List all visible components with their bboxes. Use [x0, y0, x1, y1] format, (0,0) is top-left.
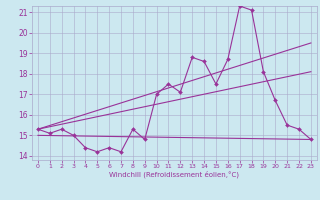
X-axis label: Windchill (Refroidissement éolien,°C): Windchill (Refroidissement éolien,°C): [109, 171, 239, 178]
